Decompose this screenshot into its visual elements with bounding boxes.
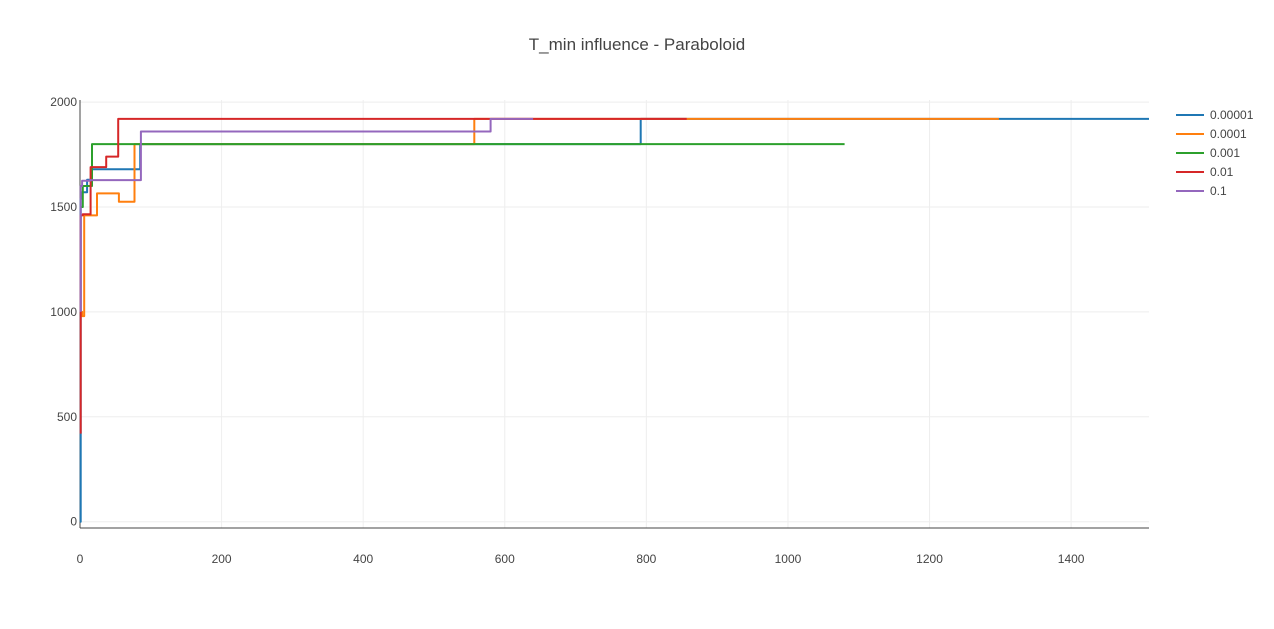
legend-label: 0.1 [1210, 184, 1227, 198]
x-tick-label: 200 [212, 552, 232, 566]
y-tick-label: 1500 [50, 200, 77, 214]
legend-label: 0.001 [1210, 146, 1240, 160]
x-tick-label: 1400 [1058, 552, 1085, 566]
series-line-0.01 [79, 117, 687, 434]
series-line-0.0001 [80, 117, 999, 318]
series-lines [79, 117, 1149, 523]
legend-item-0.001[interactable]: 0.001 [1176, 146, 1240, 160]
y-tick-label: 0 [70, 515, 77, 529]
x-tick-label: 600 [495, 552, 515, 566]
legend-item-0.1[interactable]: 0.1 [1176, 184, 1227, 198]
x-tick-label: 800 [636, 552, 656, 566]
y-tick-label: 2000 [50, 95, 77, 109]
x-tick-label: 400 [353, 552, 373, 566]
axes: 0 200 400 600 800 1000 1200 1400 0 500 1000 1500 200… [50, 95, 1149, 566]
x-tick-label: 0 [77, 552, 84, 566]
series-line-0.001 [80, 143, 845, 208]
legend-label: 0.01 [1210, 165, 1234, 179]
series-line-0.00001 [79, 117, 1149, 523]
legend-label: 0.0001 [1210, 127, 1247, 141]
legend-item-0.01[interactable]: 0.01 [1176, 165, 1234, 179]
x-tick-label: 1200 [916, 552, 943, 566]
legend-label: 0.00001 [1210, 108, 1254, 122]
series-line-0.1 [79, 117, 534, 312]
legend-item-0.00001[interactable]: 0.00001 [1176, 108, 1254, 122]
y-tick-label: 500 [57, 410, 77, 424]
chart-title: T_min influence - Paraboloid [529, 35, 745, 54]
legend-item-0.0001[interactable]: 0.0001 [1176, 127, 1247, 141]
y-tick-label: 1000 [50, 305, 77, 319]
legend[interactable]: 0.00001 0.0001 0.001 0.01 0.1 [1176, 108, 1254, 198]
grid-lines [80, 100, 1149, 528]
x-tick-label: 1000 [775, 552, 802, 566]
